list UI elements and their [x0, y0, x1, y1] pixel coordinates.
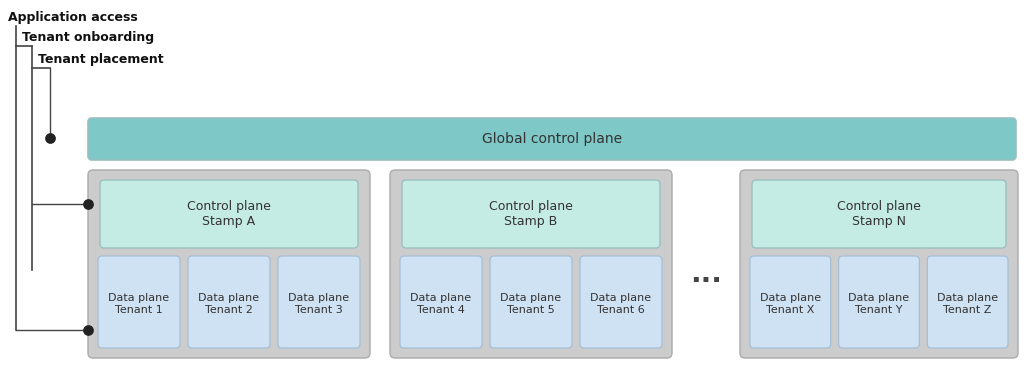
FancyBboxPatch shape — [490, 256, 573, 348]
FancyBboxPatch shape — [390, 170, 672, 358]
Text: ...: ... — [690, 260, 722, 288]
FancyBboxPatch shape — [100, 180, 358, 248]
Text: Application access: Application access — [8, 12, 137, 24]
Text: Global control plane: Global control plane — [482, 132, 622, 146]
FancyBboxPatch shape — [752, 180, 1007, 248]
Text: Data plane
Tenant 3: Data plane Tenant 3 — [288, 293, 350, 315]
Text: Data plane
Tenant 6: Data plane Tenant 6 — [590, 293, 652, 315]
Text: Data plane
Tenant Z: Data plane Tenant Z — [937, 293, 998, 315]
Text: Data plane
Tenant 1: Data plane Tenant 1 — [109, 293, 169, 315]
FancyBboxPatch shape — [402, 180, 660, 248]
FancyBboxPatch shape — [750, 256, 831, 348]
Point — [80, 201, 96, 207]
FancyBboxPatch shape — [740, 170, 1018, 358]
FancyBboxPatch shape — [928, 256, 1008, 348]
FancyBboxPatch shape — [580, 256, 662, 348]
FancyBboxPatch shape — [838, 256, 919, 348]
Text: Control plane
Stamp A: Control plane Stamp A — [187, 200, 271, 228]
FancyBboxPatch shape — [188, 256, 270, 348]
Point — [80, 327, 96, 333]
Text: Data plane
Tenant 5: Data plane Tenant 5 — [501, 293, 561, 315]
FancyBboxPatch shape — [278, 256, 360, 348]
FancyBboxPatch shape — [88, 118, 1016, 160]
Point — [42, 135, 58, 141]
Text: Tenant onboarding: Tenant onboarding — [22, 32, 154, 44]
FancyBboxPatch shape — [98, 256, 180, 348]
Text: Control plane
Stamp B: Control plane Stamp B — [489, 200, 573, 228]
Text: Control plane
Stamp N: Control plane Stamp N — [837, 200, 921, 228]
Text: Data plane
Tenant 2: Data plane Tenant 2 — [198, 293, 260, 315]
Text: Data plane
Tenant X: Data plane Tenant X — [760, 293, 821, 315]
FancyBboxPatch shape — [400, 256, 482, 348]
Text: Data plane
Tenant 4: Data plane Tenant 4 — [410, 293, 472, 315]
Text: Tenant placement: Tenant placement — [38, 53, 163, 67]
Text: Data plane
Tenant Y: Data plane Tenant Y — [849, 293, 910, 315]
FancyBboxPatch shape — [88, 170, 370, 358]
